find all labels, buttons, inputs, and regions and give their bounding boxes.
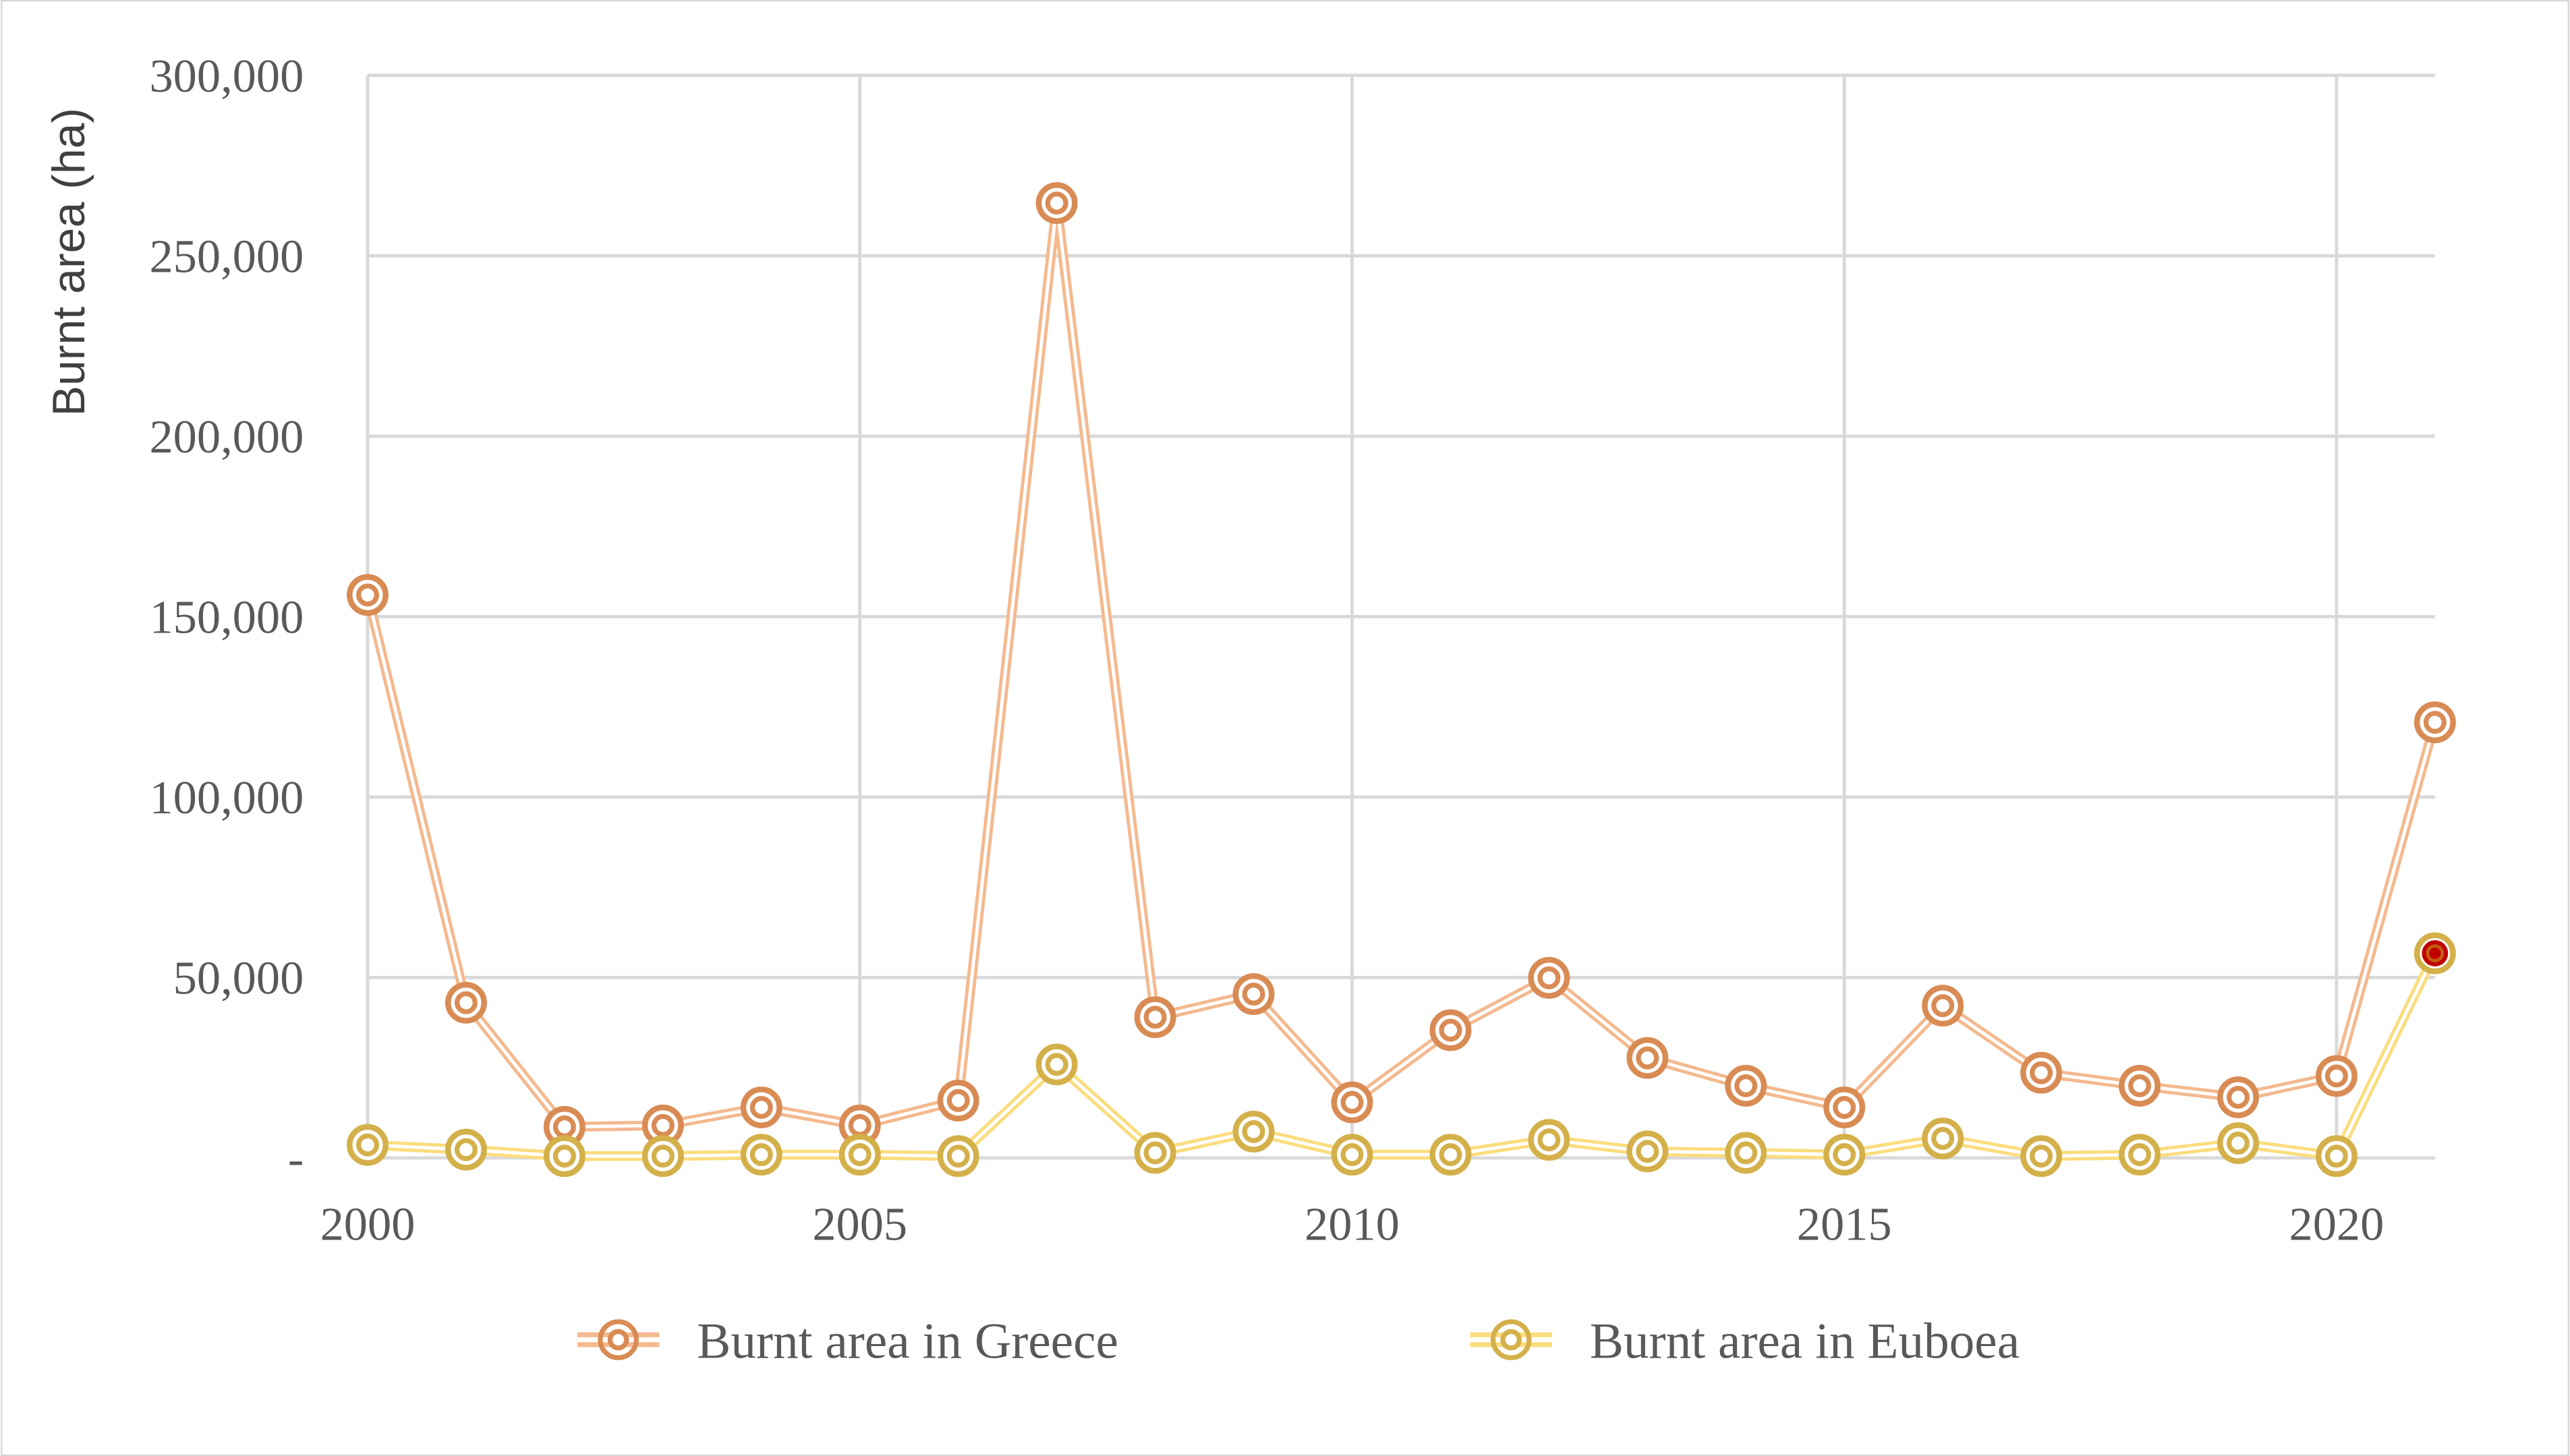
- x-tick-label: 2010: [1305, 1198, 1400, 1250]
- data-point: [1725, 1132, 1767, 1174]
- data-point: [347, 574, 389, 616]
- data-point: [1528, 1119, 1570, 1161]
- y-tick-label: 100,000: [149, 771, 304, 824]
- data-point: [2217, 1122, 2259, 1165]
- data-point: [347, 1124, 389, 1166]
- data-point: [2119, 1065, 2161, 1107]
- y-tick-label: 250,000: [149, 231, 304, 283]
- data-point: [1823, 1134, 1866, 1176]
- x-tick-label: 2005: [812, 1198, 907, 1250]
- data-point: [2119, 1134, 2161, 1176]
- data-point: [1626, 1130, 1669, 1173]
- data-point: [2315, 1055, 2358, 1097]
- data-point: [1725, 1065, 1767, 1107]
- data-point: [740, 1086, 782, 1129]
- data-point: [2315, 1135, 2358, 1177]
- y-axis: - 50,000 100,000 150,000 200,000 250,000 300,0…: [149, 50, 304, 1185]
- data-point: [1331, 1081, 1373, 1124]
- data-point: [1035, 1043, 1078, 1086]
- data-point: [641, 1135, 684, 1177]
- data-point: [1429, 1009, 1472, 1051]
- data-point: [1232, 1110, 1275, 1153]
- legend-item: Burnt area in Greece: [577, 1313, 1118, 1369]
- data-point: [838, 1134, 881, 1176]
- x-tick-label: 2015: [1797, 1198, 1892, 1250]
- data-point: [1429, 1134, 1472, 1176]
- data-point: [2020, 1051, 2063, 1094]
- series-group: [347, 182, 2456, 1177]
- data-point: [543, 1135, 586, 1177]
- data-point: [1823, 1086, 1866, 1129]
- data-point: [1232, 973, 1275, 1016]
- series-line-inner: [367, 952, 2437, 1158]
- data-point: [1626, 1037, 1669, 1079]
- y-axis-label: Burnt area (ha): [43, 108, 94, 416]
- y-tick-label: 200,000: [149, 411, 304, 463]
- legend-item: Burnt area in Euboea: [1470, 1313, 2020, 1369]
- y-tick-label: 300,000: [149, 50, 304, 103]
- data-point: [2414, 701, 2456, 744]
- legend: Burnt area in Greece Burnt area in Euboea: [577, 1313, 2020, 1369]
- data-point: [543, 1106, 586, 1148]
- data-point: [937, 1079, 979, 1122]
- series-greece: [347, 182, 2456, 1148]
- data-point: [937, 1135, 979, 1177]
- x-axis: 2000 2005 2010 2015 2020: [320, 1198, 2385, 1250]
- data-point: [1134, 1132, 1176, 1174]
- legend-marker-icon: [1490, 1319, 1532, 1360]
- legend-label: Burnt area in Greece: [697, 1313, 1118, 1369]
- data-point: [2020, 1135, 2063, 1177]
- data-point: [445, 1128, 487, 1171]
- y-tick-label: 50,000: [173, 952, 304, 1005]
- legend-marker-icon: [598, 1319, 639, 1360]
- x-tick-label: 2020: [2289, 1198, 2385, 1250]
- y-tick-label: 150,000: [149, 591, 304, 644]
- data-point: [1331, 1134, 1373, 1176]
- data-point: [1922, 985, 1964, 1027]
- data-point: [1922, 1117, 1964, 1160]
- series-euboea: [347, 932, 2456, 1177]
- y-tick-label: -: [288, 1132, 304, 1185]
- x-tick-label: 2000: [320, 1198, 416, 1250]
- data-point: [740, 1134, 782, 1176]
- data-point: [445, 981, 487, 1024]
- data-point: [2414, 932, 2456, 974]
- series-line-inner: [366, 201, 2437, 1129]
- data-point: [1035, 182, 1078, 225]
- data-point: [2217, 1076, 2259, 1119]
- legend-label: Burnt area in Euboea: [1590, 1313, 2020, 1369]
- data-point: [1528, 957, 1570, 999]
- data-point: [1134, 996, 1176, 1039]
